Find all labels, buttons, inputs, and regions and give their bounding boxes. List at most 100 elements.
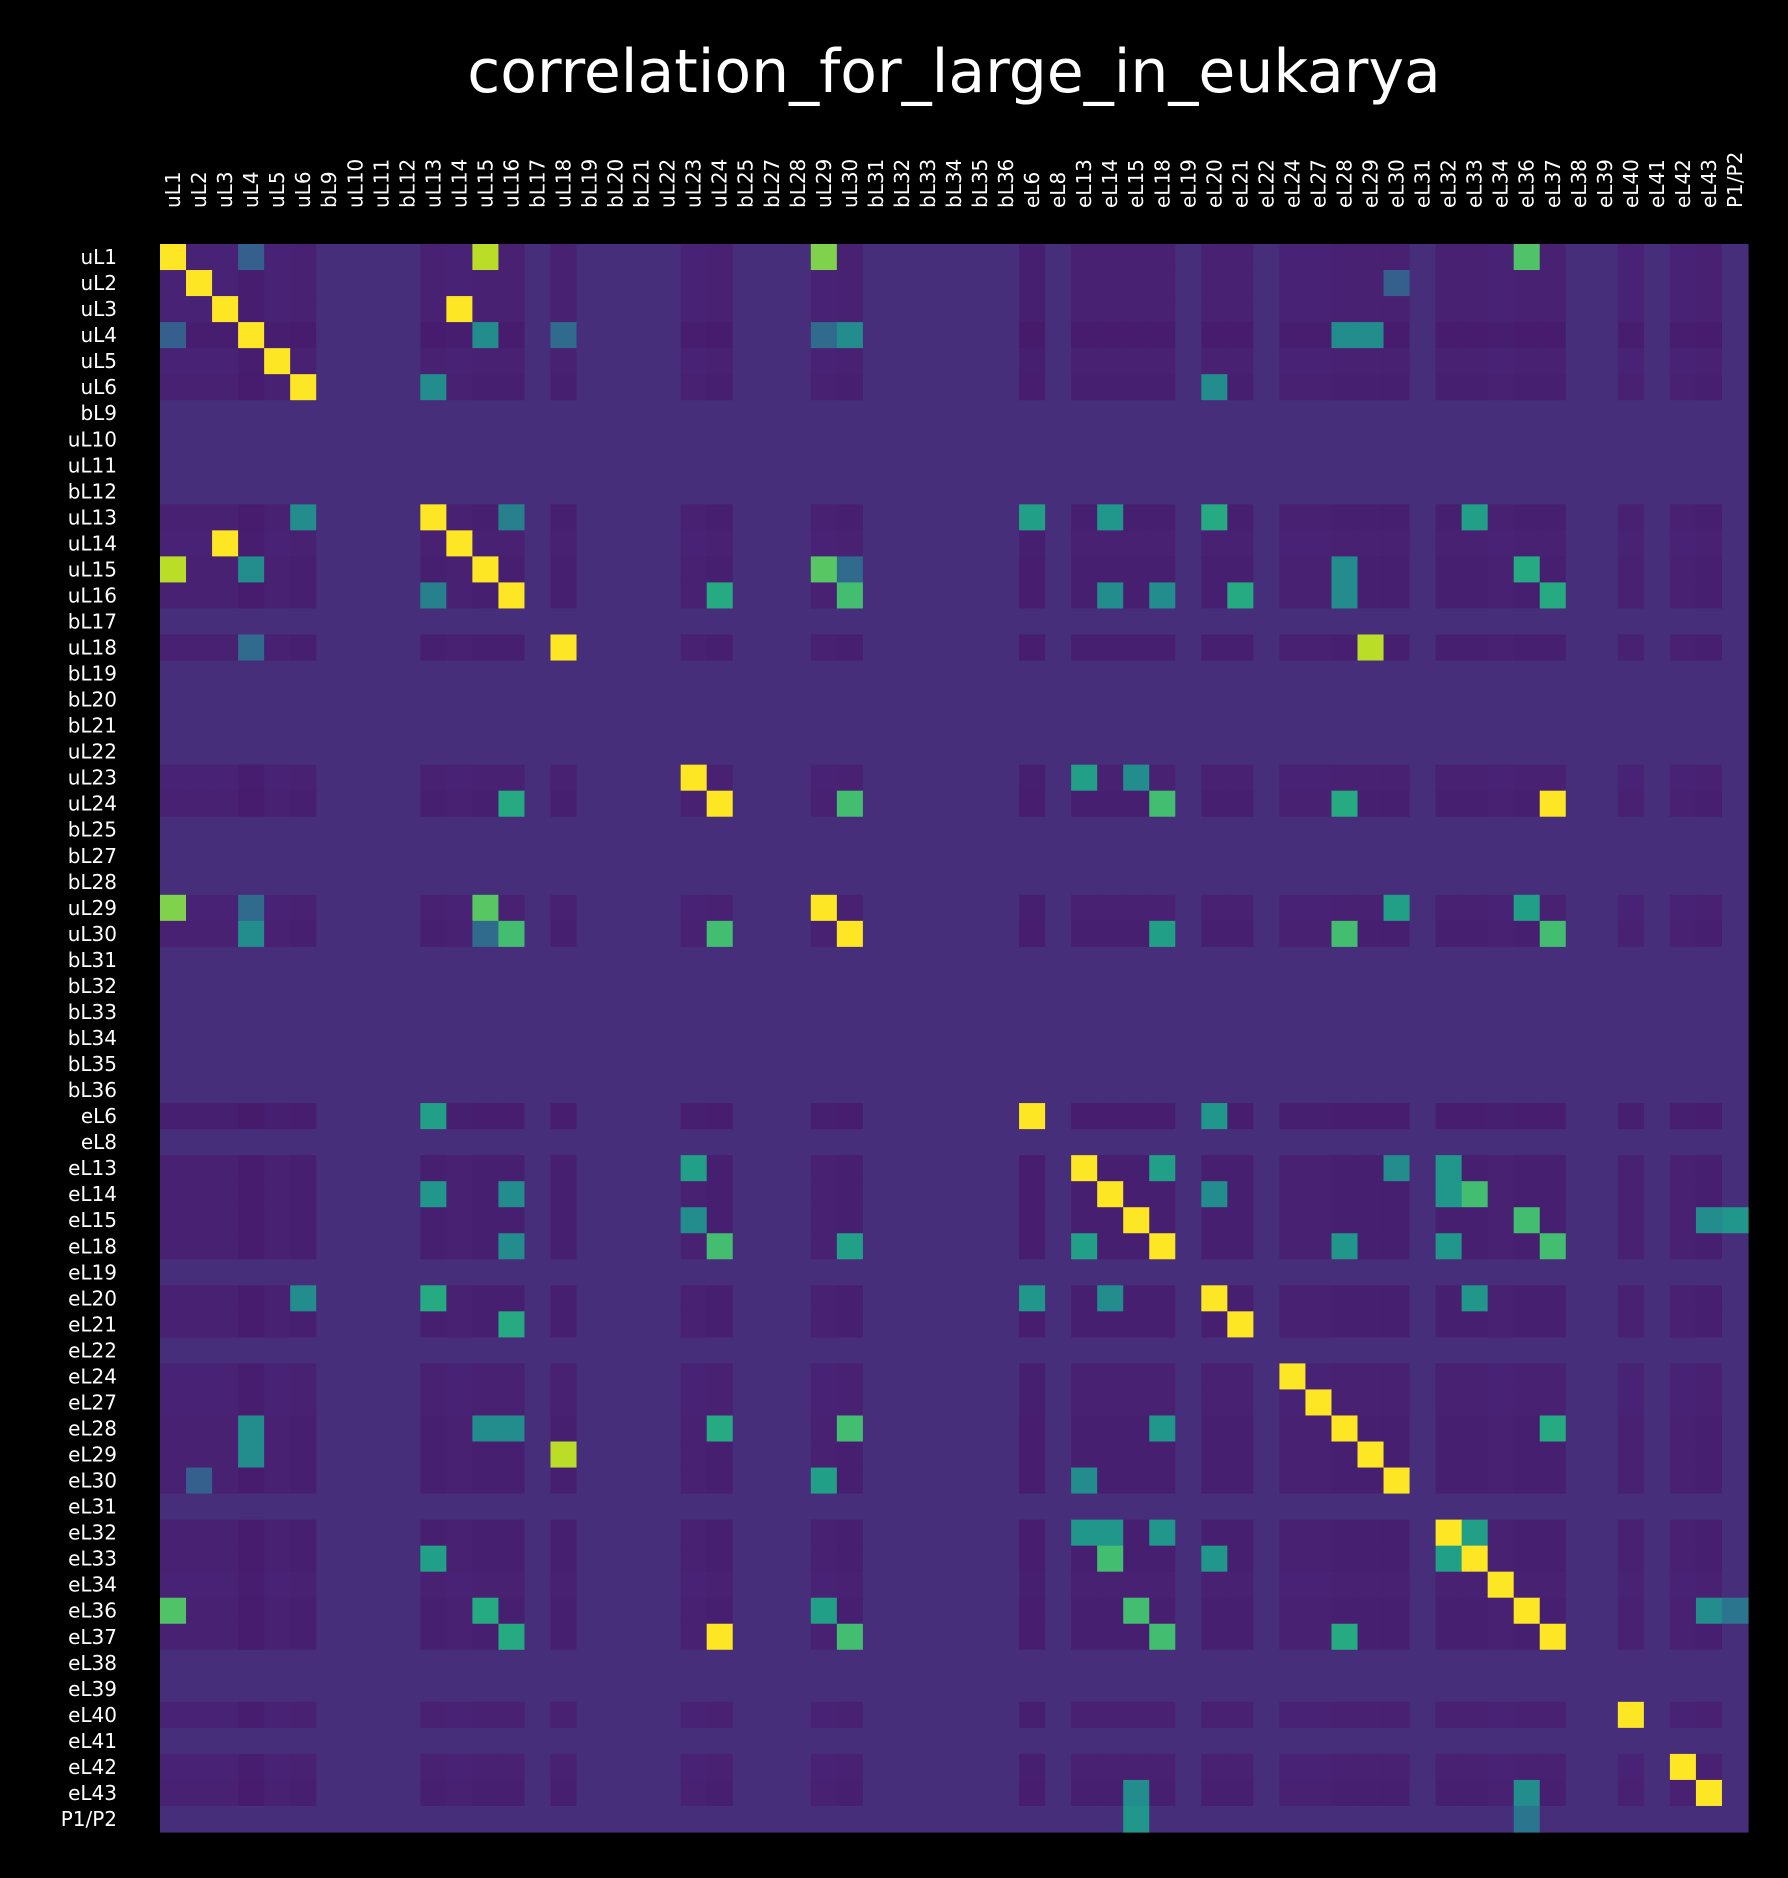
heatmap-cell — [862, 582, 890, 610]
heatmap-cell — [1305, 1389, 1333, 1417]
heatmap-cell — [1201, 478, 1228, 505]
heatmap-cell — [940, 1519, 968, 1547]
heatmap-cell — [576, 608, 604, 636]
heatmap-cell — [1435, 1415, 1463, 1443]
heatmap-cell — [264, 1779, 291, 1807]
heatmap-cell — [1461, 1181, 1489, 1208]
heatmap-cell — [1019, 1259, 1046, 1286]
heatmap-cell — [1617, 790, 1645, 818]
heatmap-cell — [993, 712, 1020, 740]
heatmap-cell — [888, 894, 916, 922]
heatmap-cell — [316, 608, 343, 636]
heatmap-cell — [316, 1077, 343, 1104]
heatmap-cell — [316, 400, 343, 427]
heatmap-cell — [888, 1623, 916, 1651]
heatmap-cell — [914, 712, 942, 740]
heatmap-cell — [212, 374, 239, 401]
y-tick-label: uL24 — [68, 792, 117, 816]
heatmap-cell — [602, 660, 630, 688]
heatmap-cell — [1019, 1051, 1046, 1078]
heatmap-cell — [993, 1597, 1020, 1625]
heatmap-cell — [290, 1519, 317, 1547]
heatmap-cell — [1253, 1597, 1281, 1625]
heatmap-cell — [212, 946, 239, 974]
heatmap-cell — [1201, 946, 1228, 974]
heatmap-cell — [602, 1545, 630, 1573]
heatmap-cell — [1721, 1103, 1749, 1130]
heatmap-cell — [1045, 1571, 1072, 1599]
heatmap-cell — [914, 738, 942, 766]
heatmap-cell — [368, 1311, 395, 1338]
heatmap-cell — [940, 764, 968, 792]
heatmap-cell — [810, 556, 838, 584]
heatmap-cell — [1669, 296, 1697, 323]
heatmap-cell — [993, 1779, 1020, 1807]
heatmap-cell — [680, 946, 708, 974]
heatmap-cell — [212, 1545, 239, 1573]
heatmap-cell — [316, 426, 343, 453]
heatmap-cell — [602, 868, 630, 896]
heatmap-cell — [706, 1155, 734, 1182]
heatmap-cell — [602, 452, 630, 479]
heatmap-cell — [1357, 1675, 1385, 1703]
heatmap-cell — [1695, 504, 1723, 531]
heatmap-cell — [1279, 1701, 1307, 1729]
heatmap-cell — [1357, 426, 1385, 453]
heatmap-cell — [342, 1259, 369, 1286]
heatmap-cell — [264, 322, 291, 349]
x-tick-label: bL12 — [395, 159, 419, 208]
heatmap-cell — [784, 1259, 812, 1286]
heatmap-cell — [368, 1024, 395, 1052]
heatmap-cell — [732, 1415, 760, 1443]
heatmap-cell — [1149, 348, 1176, 375]
heatmap-cell — [940, 1207, 968, 1234]
heatmap-cell — [1695, 1805, 1723, 1833]
heatmap-cell — [1227, 998, 1254, 1026]
heatmap-cell — [680, 1207, 708, 1234]
heatmap-cell — [1331, 634, 1359, 662]
heatmap-cell — [472, 1649, 500, 1677]
heatmap-cell — [290, 1285, 317, 1312]
heatmap-cell — [810, 1077, 838, 1104]
heatmap-cell — [212, 1727, 239, 1755]
heatmap-cell — [1149, 764, 1176, 792]
heatmap-cell — [1383, 998, 1411, 1026]
heatmap-cell — [1331, 1077, 1359, 1104]
heatmap-cell — [1409, 556, 1437, 584]
heatmap-cell — [1409, 790, 1437, 818]
heatmap-cell — [706, 1675, 734, 1703]
heatmap-cell — [368, 972, 395, 1000]
heatmap-cell — [1435, 1207, 1463, 1234]
y-tick-label: eL37 — [68, 1625, 117, 1649]
heatmap-cell — [1539, 1311, 1567, 1338]
heatmap-cell — [1513, 322, 1541, 349]
heatmap-cell — [1045, 686, 1072, 714]
heatmap-cell — [1643, 738, 1671, 766]
heatmap-cell — [1123, 348, 1150, 375]
heatmap-cell — [1253, 738, 1281, 766]
heatmap-cell — [472, 1727, 500, 1755]
heatmap-cell — [1669, 244, 1697, 271]
heatmap-cell — [368, 842, 395, 870]
heatmap-cell — [186, 452, 213, 479]
heatmap-cell — [420, 426, 447, 453]
heatmap-cell — [1669, 1727, 1697, 1755]
heatmap-cell — [1123, 1233, 1150, 1260]
heatmap-cell — [836, 998, 864, 1026]
heatmap-cell — [1331, 1103, 1359, 1130]
heatmap-cell — [1461, 1467, 1489, 1495]
heatmap-cell — [1591, 374, 1619, 401]
heatmap-cell — [1461, 946, 1489, 974]
heatmap-cell — [1435, 1155, 1463, 1182]
heatmap-cell — [706, 686, 734, 714]
heatmap-cell — [1331, 686, 1359, 714]
heatmap-cell — [1097, 608, 1124, 636]
heatmap-cell — [238, 1753, 265, 1781]
heatmap-cell — [758, 868, 786, 896]
heatmap-cell — [576, 816, 604, 844]
heatmap-cell — [1643, 972, 1671, 1000]
heatmap-cell — [810, 946, 838, 974]
heatmap-cell — [1123, 1597, 1150, 1625]
heatmap-cell — [342, 374, 369, 401]
heatmap-cell — [1617, 842, 1645, 870]
